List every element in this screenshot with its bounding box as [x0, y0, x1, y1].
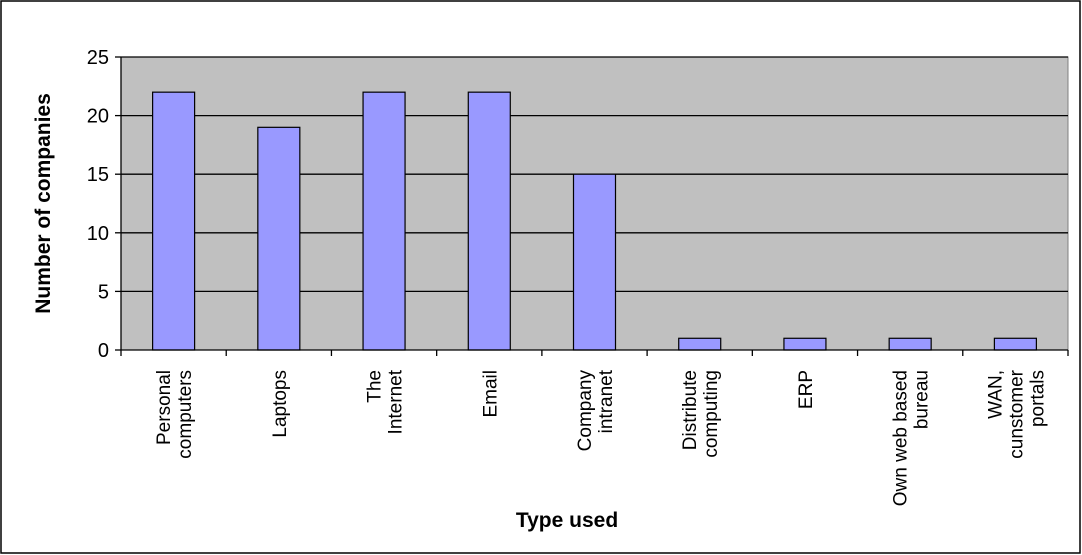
- x-axis-title: Type used: [516, 509, 618, 532]
- x-category-label-line: Personal: [154, 370, 175, 445]
- x-category-label-line: Email: [480, 370, 501, 418]
- x-category-label: Personal computers: [154, 370, 196, 459]
- y-tick-label: 15: [87, 164, 109, 186]
- x-category-label-line: Own web based: [891, 370, 912, 506]
- x-category-label-line: cunstomer: [1006, 369, 1027, 458]
- bar: [257, 126, 301, 351]
- x-category-label-line: WAN,: [985, 370, 1006, 419]
- x-category-label-line: computing: [701, 370, 722, 458]
- x-category-label: WAN, cunstomer portals: [985, 369, 1048, 458]
- bar: [467, 91, 511, 351]
- x-category-label: Distribute computing: [680, 370, 722, 458]
- bar: [678, 337, 722, 351]
- x-category-label-line: Laptops: [270, 370, 291, 438]
- x-category-label: The Internet: [365, 369, 407, 434]
- x-category-label-line: Internet: [386, 369, 407, 434]
- bar: [783, 337, 827, 351]
- x-category-label: Own web based bureau: [891, 370, 933, 506]
- y-tick-label: 25: [87, 47, 109, 69]
- x-category-label-line: The: [365, 370, 386, 403]
- x-category-label-line: Distribute: [680, 370, 701, 450]
- bar: [993, 337, 1037, 351]
- x-category-label-line: portals: [1027, 370, 1048, 427]
- x-category-label: ERP: [796, 370, 817, 409]
- y-tick-labels: 0 5 10 15 20 25: [87, 47, 109, 362]
- bar: [362, 91, 406, 351]
- bar: [152, 91, 196, 351]
- y-axis-title: Number of companies: [32, 93, 55, 314]
- x-category-label-line: computers: [175, 370, 196, 459]
- x-category-label-line: Company: [575, 370, 596, 452]
- bars: [152, 91, 1037, 351]
- y-tick-label: 20: [87, 106, 109, 128]
- y-tick-label: 0: [98, 340, 109, 362]
- axes: [115, 56, 1069, 356]
- bar: [572, 173, 617, 351]
- y-tick-label: 10: [87, 223, 109, 245]
- bar: [888, 337, 932, 351]
- x-category-label-line: bureau: [912, 370, 933, 429]
- x-category-label: Company intranet: [575, 369, 617, 451]
- x-category-label: Email: [480, 370, 501, 418]
- x-category-label-line: intranet: [596, 369, 617, 433]
- x-tick-labels: Personal computers Laptops The Internet Email…: [154, 369, 1048, 506]
- y-tick-label: 5: [98, 281, 109, 303]
- x-category-label: Laptops: [270, 370, 291, 438]
- x-category-label-line: ERP: [796, 370, 817, 409]
